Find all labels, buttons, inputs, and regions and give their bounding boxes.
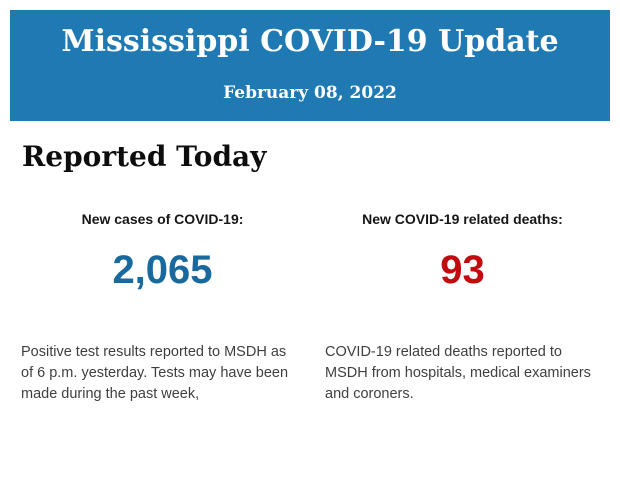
header-banner: Mississippi COVID-19 Update February 08,… — [10, 10, 610, 121]
new-deaths-description: COVID-19 related deaths reported to MSDH… — [325, 342, 597, 405]
new-cases-value: 2,065 — [112, 248, 213, 292]
description-line: COVID-19 related deaths reported to — [325, 344, 562, 360]
new-deaths-label: New COVID-19 related deaths: — [362, 211, 563, 227]
new-deaths-value: 93 — [440, 248, 485, 292]
description-line: made during the past week, — [21, 386, 200, 402]
description-line: and coroners. — [325, 386, 414, 402]
new-cases-description: Positive test results reported to MSDH a… — [21, 342, 289, 405]
newsletter-date: February 08, 2022 — [223, 83, 397, 103]
description-line: MSDH from hospitals, medical examiners — [325, 365, 591, 381]
description-line: Positive test results reported to MSDH a… — [21, 344, 287, 360]
new-cases-label: New cases of COVID-19: — [81, 211, 244, 227]
description-line: of 6 p.m. yesterday. Tests may have been — [21, 365, 289, 381]
newsletter-title: Mississippi COVID-19 Update — [61, 24, 559, 59]
reported-today-heading: Reported Today — [22, 140, 267, 173]
